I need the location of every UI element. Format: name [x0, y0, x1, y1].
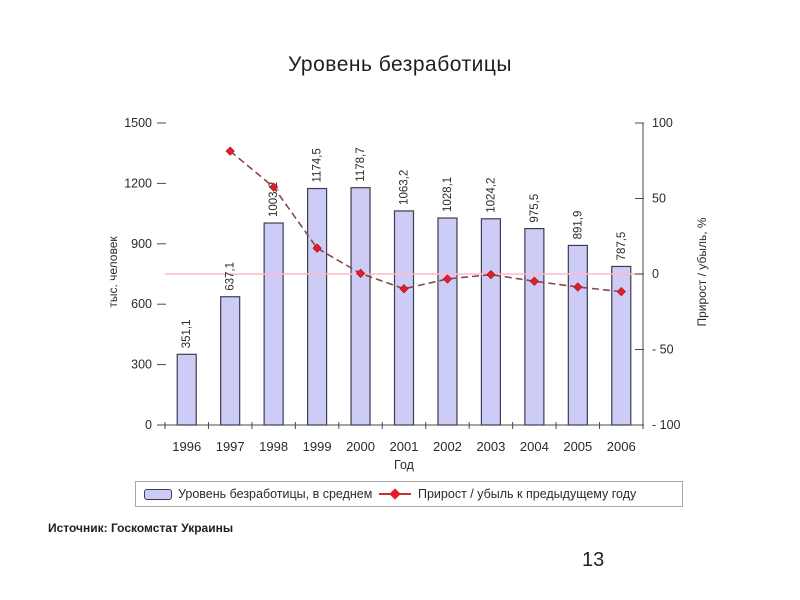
- legend-item-line: Прирост / убыль к предыдущему году: [379, 482, 636, 506]
- left-axis-tick-label: 600: [131, 297, 152, 311]
- bar: [263, 222, 284, 426]
- x-axis-category-label: 2006: [607, 439, 636, 454]
- right-axis-title: Прирост / убыль, %: [695, 217, 709, 327]
- left-axis-title: тыс. человек: [106, 236, 120, 308]
- bar-value-label: 975,5: [529, 194, 541, 223]
- line-marker: [225, 146, 235, 156]
- bar-value-label: 1028,1: [442, 177, 454, 212]
- left-axis-tick-label: 900: [131, 237, 152, 251]
- x-axis-category-label: 2002: [433, 439, 462, 454]
- bar-value-label: 891,9: [572, 211, 584, 240]
- bar-value-label: 1003,2: [268, 182, 280, 217]
- diamond-marker-icon: [389, 488, 401, 500]
- x-axis-category-label: 2003: [476, 439, 505, 454]
- line-series-swatch: [379, 488, 411, 500]
- line-series: [229, 150, 622, 293]
- bar-value-label: 1024,2: [485, 178, 497, 213]
- legend-line-label: Прирост / убыль к предыдущему году: [418, 487, 637, 501]
- line-marker: [616, 287, 626, 297]
- bar-value-label: 1063,2: [399, 170, 411, 205]
- left-axis-tick-label: 0: [145, 418, 152, 432]
- line-marker: [573, 282, 583, 292]
- x-axis-category-label: 2001: [390, 439, 419, 454]
- legend-bar-label: Уровень безработицы, в среднем: [178, 487, 373, 501]
- bar-value-label: 1174,5: [312, 148, 324, 182]
- bar-value-label: 1178,7: [355, 147, 367, 181]
- legend-item-bars: Уровень безработицы, в среднем: [144, 487, 372, 501]
- line-marker: [269, 182, 279, 192]
- x-axis-category-label: 1996: [172, 439, 201, 454]
- right-axis-tick-label: 50: [652, 192, 666, 206]
- x-axis-title: Год: [394, 458, 414, 472]
- right-axis-tick-label: - 50: [652, 343, 674, 357]
- bar: [220, 296, 241, 426]
- x-axis-category-label: 1999: [303, 439, 332, 454]
- bar: [350, 187, 371, 426]
- right-axis-tick-label: 0: [652, 267, 659, 281]
- slide-title: Уровень безработицы: [288, 53, 512, 76]
- left-axis-tick-label: 1500: [124, 116, 152, 130]
- x-axis-category-label: 2004: [520, 439, 549, 454]
- bar: [524, 227, 545, 426]
- chart-legend: Уровень безработицы, в среднем Прирост /…: [135, 481, 683, 507]
- bar: [611, 265, 632, 426]
- bar: [567, 244, 588, 426]
- line-marker: [529, 276, 539, 286]
- source-note: Источник: Госкомстат Украины: [48, 521, 234, 535]
- left-axis-tick-label: 1200: [124, 176, 152, 190]
- bar: [393, 210, 415, 426]
- x-axis-category-label: 1998: [259, 439, 288, 454]
- line-marker: [399, 284, 409, 294]
- line-marker: [442, 274, 453, 284]
- bar: [176, 353, 197, 426]
- bar-series-swatch: [144, 488, 172, 500]
- bar-value-label: 637,1: [225, 262, 237, 291]
- right-axis-tick-label: 100: [652, 116, 673, 130]
- bar: [306, 187, 328, 426]
- bar: [480, 218, 502, 426]
- x-axis-category-label: 2005: [563, 439, 592, 454]
- line-marker: [312, 243, 322, 253]
- left-axis-tick-label: 300: [131, 358, 152, 372]
- x-axis-category-label: 2000: [346, 439, 375, 454]
- bar: [437, 217, 458, 426]
- page-number: 13: [582, 549, 605, 571]
- line-marker: [355, 268, 366, 279]
- line-marker: [486, 269, 496, 280]
- bar-value-label: 787,5: [616, 232, 628, 261]
- x-axis-category-label: 1997: [216, 439, 245, 454]
- bar-value-label: 351,1: [181, 320, 193, 349]
- right-axis-tick-label: - 100: [652, 418, 681, 432]
